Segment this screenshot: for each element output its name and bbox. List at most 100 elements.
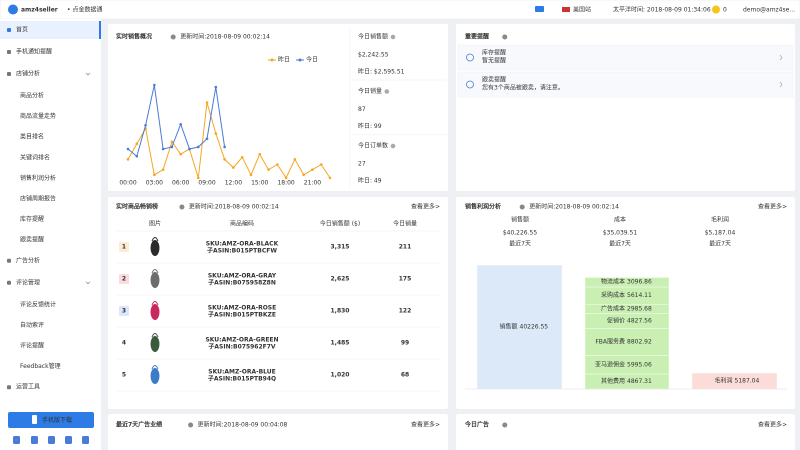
submenu-item[interactable]: 类目排名 (20, 133, 44, 141)
series-point (170, 140, 174, 144)
sales-bar-name: 销售额 (499, 323, 517, 331)
x-tick-label: 00:00 (119, 180, 136, 187)
updated-time: 更新时间:2018-08-09 00:02:14 (189, 203, 279, 211)
series-point (214, 85, 218, 89)
cost-segment-name: 物流成本 (601, 278, 625, 286)
active-bg (0, 21, 101, 39)
column-header: 今日销售额 ($) (320, 220, 360, 228)
x-tick-label: 15:00 (251, 180, 268, 187)
more-link[interactable]: 查看更多> (411, 421, 440, 429)
series-point (311, 168, 314, 171)
legend-label: 昨日 (278, 56, 290, 64)
alert-label[interactable]: 库存提醒 (482, 49, 506, 57)
x-tick-label: 12:00 (225, 180, 242, 187)
menu-item[interactable]: 手机通知提醒 (16, 48, 52, 56)
stat-value: $2,242.55 (358, 52, 389, 59)
series-point (170, 145, 174, 149)
alert-label[interactable]: 跟卖提醒 (482, 76, 506, 84)
menu-icon (7, 50, 11, 54)
menu-item[interactable]: 广告分析 (16, 256, 40, 264)
series-point (240, 155, 244, 159)
submenu-item[interactable]: 商品分析 (20, 92, 44, 100)
more-link[interactable]: 查看更多> (758, 421, 787, 429)
sales: 1,485 (331, 340, 350, 347)
stat-label: 今日销售额 (358, 33, 388, 41)
sku: SKU:AMZ-ORA-GREEN (205, 337, 278, 344)
series-point (161, 168, 165, 171)
submenu-item[interactable]: 库存提醒 (20, 215, 44, 223)
updated-time: 更新时间:2018-08-09 00:02:14 (180, 33, 270, 41)
profit-bar-name: 毛利润 (714, 377, 732, 385)
qty: 99 (401, 340, 409, 347)
chevron (779, 54, 783, 61)
submenu-item[interactable]: 销售利润分析 (20, 174, 56, 182)
stat-label: 今日销量 (358, 87, 382, 95)
product-strap (151, 301, 159, 306)
rank: 4 (122, 340, 126, 347)
rank-badge (119, 274, 129, 284)
x-tick-label: 21:00 (304, 180, 321, 187)
column-header: 商品编码 (230, 220, 254, 228)
series-point (267, 168, 270, 171)
series-point (319, 163, 323, 166)
submenu-item[interactable]: 评论提醒 (20, 342, 44, 350)
download-label[interactable]: 手机版下载 (42, 416, 72, 424)
stat-prev: 昨日: 99 (358, 122, 382, 130)
rank: 5 (122, 372, 126, 379)
stat-prev: 昨日: 49 (358, 177, 382, 185)
column-header: 今日销量 (393, 220, 417, 228)
summary-period: 最近7天 (709, 240, 731, 248)
rank-badge (119, 242, 129, 252)
alert-row (457, 71, 794, 98)
series-point (196, 145, 200, 149)
submenu-item[interactable]: 商品流量走势 (20, 112, 56, 120)
product-image (150, 240, 160, 256)
submenu-item[interactable]: 关键词排名 (20, 153, 50, 161)
user-menu[interactable]: demo@amz4se... (743, 7, 795, 14)
cost-segment-name: 广告成本 (601, 304, 625, 312)
product-strap (151, 365, 159, 370)
series-point (214, 132, 218, 135)
cost-segment-name: 其他费用 (601, 377, 625, 385)
series-point (223, 145, 226, 149)
alert-icon (466, 53, 474, 62)
alert-detail: 暂无提醒 (482, 57, 506, 65)
product-image (150, 368, 160, 384)
menu-item[interactable]: 运营工具 (16, 383, 40, 391)
sales: 1,830 (331, 308, 350, 315)
submenu-item[interactable]: Feedback管理 (20, 362, 61, 370)
flag-icon (562, 7, 570, 12)
more-link[interactable]: 查看更多> (411, 203, 440, 211)
submenu-item[interactable]: 跟卖提醒 (20, 236, 44, 244)
menu-item[interactable]: 首页 (16, 26, 28, 34)
more-link[interactable]: 查看更多> (758, 203, 787, 211)
summary-label: 成本 (614, 216, 626, 224)
alert-icon (466, 80, 474, 89)
site-selector[interactable]: 美国站 (573, 6, 591, 14)
logo-sub: • 点金数据通 (67, 6, 102, 14)
submenu-item[interactable]: 评论反馈统计 (20, 300, 56, 308)
series-point (161, 147, 165, 151)
sales: 1,020 (331, 372, 350, 379)
panel-title: 销售利润分析 (465, 203, 501, 211)
menu-item[interactable]: 店铺分析 (16, 70, 40, 78)
chevron (779, 81, 783, 88)
rank-badge (119, 306, 129, 316)
series-point (153, 83, 156, 87)
panel-title: 实时销售概况 (116, 33, 152, 41)
series-point (196, 176, 200, 180)
stat-value: 87 (358, 106, 366, 113)
stat-prev: 昨日: $2,595.51 (358, 68, 405, 76)
stat-value: 27 (358, 161, 366, 168)
series-point (249, 173, 253, 177)
menu-item[interactable]: 评论管理 (16, 278, 40, 286)
qty: 175 (399, 276, 412, 283)
series-point (328, 176, 332, 180)
submenu-item[interactable]: 自动索评 (20, 321, 44, 329)
info-icon (384, 89, 390, 94)
download-button (8, 412, 94, 428)
submenu-item[interactable]: 店铺周期报告 (20, 195, 56, 203)
asin: 子ASIN:B075958Z8N (208, 280, 276, 287)
series-point (144, 123, 147, 127)
alert-detail: 您有3个商品被跟卖，请注意。 (482, 84, 564, 92)
